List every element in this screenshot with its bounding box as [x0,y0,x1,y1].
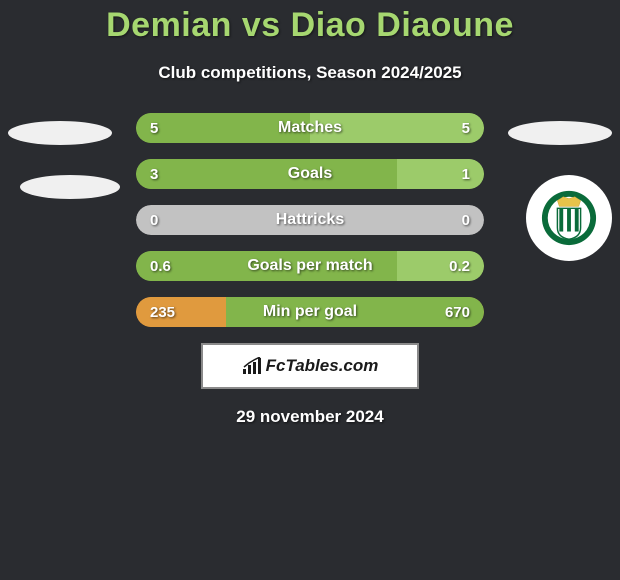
stat-row: 55Matches [136,113,484,143]
stat-label: Goals per match [136,257,484,275]
stat-label: Matches [136,119,484,137]
stat-row: 235670Min per goal [136,297,484,327]
stat-row: 00Hattricks [136,205,484,235]
brand-label: FcTables.com [242,356,379,376]
team-left-badge-2 [20,175,120,199]
team-right-badge-1 [508,121,612,145]
stat-label: Hattricks [136,211,484,229]
stat-rows: 55Matches 31Goals 00Hattricks 0.60.2Goals p… [136,113,484,327]
stat-row: 0.60.2Goals per match [136,251,484,281]
stat-label: Goals [136,165,484,183]
team-right-badge-2 [526,175,612,261]
page-subtitle: Club competitions, Season 2024/2025 [0,63,620,83]
brand-text: FcTables.com [266,356,379,376]
comparison-content: 55Matches 31Goals 00Hattricks 0.60.2Goals p… [0,113,620,427]
stat-row: 31Goals [136,159,484,189]
brand-box: FcTables.com [201,343,419,389]
betis-crest-icon [540,189,598,247]
chart-icon [242,357,262,375]
page-title: Demian vs Diao Diaoune [0,0,620,45]
team-left-badge-1 [8,121,112,145]
footer-date: 29 november 2024 [0,407,620,427]
stat-label: Min per goal [136,303,484,321]
